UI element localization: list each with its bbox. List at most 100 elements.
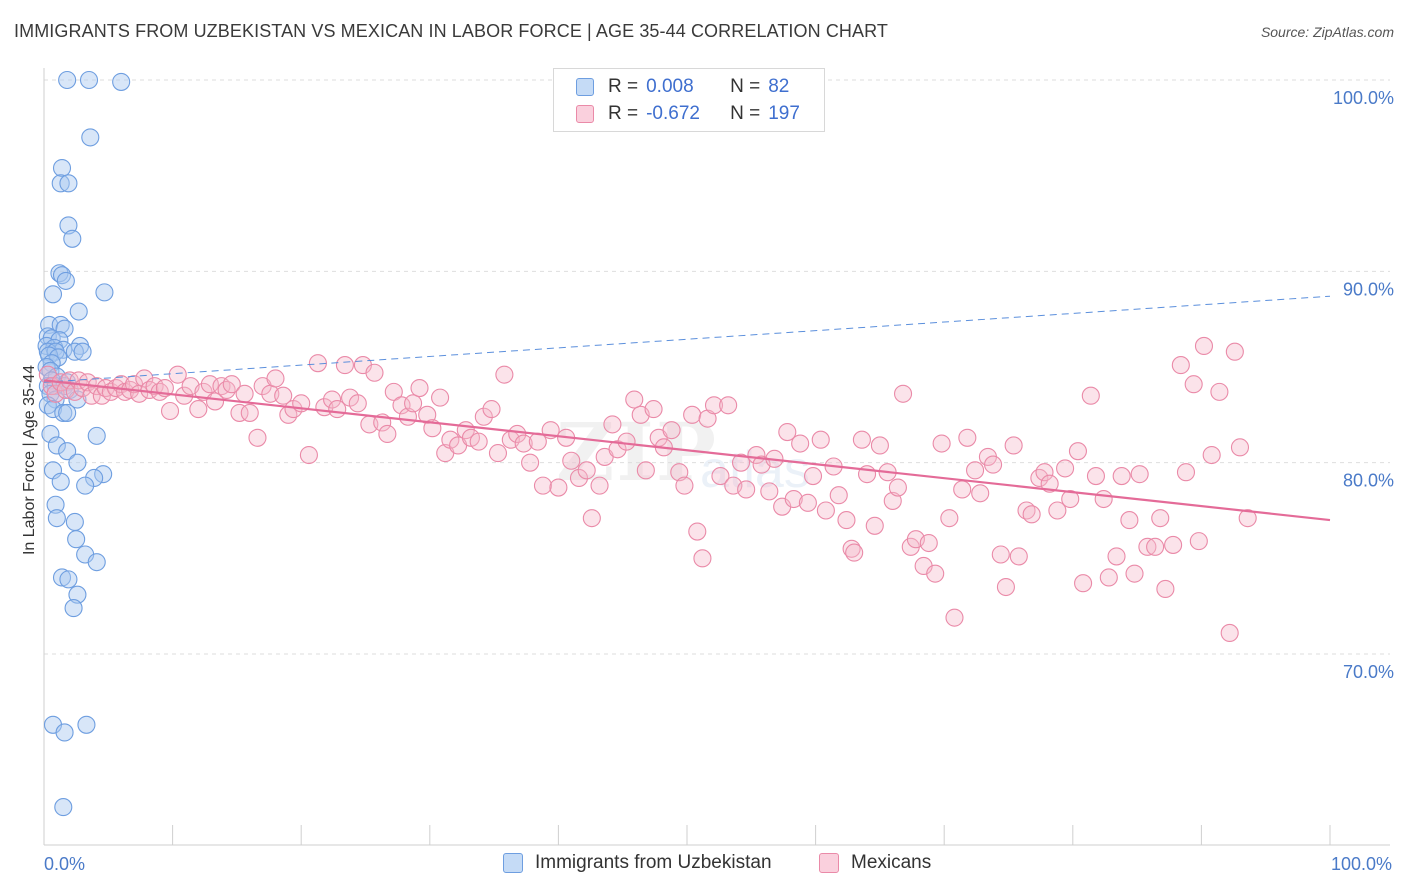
point-mexican: [865, 516, 884, 535]
point-mexican: [404, 394, 423, 413]
point-mexican: [1225, 342, 1244, 361]
y-tick-label: 70.0%: [1343, 662, 1394, 682]
point-mexican: [603, 415, 622, 434]
point-mexican: [932, 434, 951, 453]
point-mexican: [230, 403, 249, 422]
point-uzbekistan: [54, 798, 73, 817]
chart-title: IMMIGRANTS FROM UZBEKISTAN VS MEXICAN IN…: [14, 21, 889, 41]
x-tick-label: 0.0%: [44, 854, 85, 874]
point-mexican: [688, 522, 707, 541]
point-mexican: [1009, 547, 1028, 566]
point-uzbekistan: [46, 495, 65, 514]
legend-r-label: R =: [608, 103, 639, 124]
point-mexican: [693, 549, 712, 568]
point-mexican: [200, 375, 219, 394]
legend-n-label: N =: [730, 76, 761, 97]
point-mexican: [274, 386, 293, 405]
point-mexican: [883, 491, 902, 510]
point-mexican: [323, 390, 342, 409]
point-mexican: [1202, 445, 1221, 465]
point-mexican: [266, 369, 285, 388]
point-mexican: [870, 436, 889, 455]
point-mexican: [811, 430, 830, 449]
point-mexican: [168, 365, 187, 384]
point-mexican: [1086, 467, 1105, 486]
point-mexican: [1176, 463, 1196, 482]
point-uzbekistan: [81, 128, 100, 147]
point-mexican: [996, 577, 1015, 597]
point-uzbekistan: [41, 384, 60, 403]
legend-swatch-uzbekistan: [503, 853, 523, 873]
point-uzbekistan: [68, 453, 87, 472]
legend-label-uzbekistan: Immigrants from Uzbekistan: [535, 852, 772, 873]
point-mexican: [1151, 509, 1170, 528]
point-mexican: [683, 405, 702, 424]
point-mexican: [984, 455, 1003, 474]
point-uzbekistan: [73, 342, 92, 361]
point-mexican: [514, 434, 533, 453]
point-mexican: [194, 382, 213, 401]
stats-legend: R = 0.008 N = 82 R = -0.672 N = 197: [553, 68, 825, 132]
legend-label-mexicans: Mexicans: [851, 852, 932, 873]
point-mexican: [829, 486, 848, 505]
point-mexican: [418, 405, 437, 424]
point-mexican: [926, 564, 945, 583]
legend-item-uzbekistan[interactable]: Immigrants from Uzbekistan: [503, 852, 772, 874]
point-uzbekistan: [58, 70, 77, 90]
point-mexican: [888, 478, 907, 497]
point-mexican: [495, 365, 514, 384]
legend-r-label: R =: [608, 76, 639, 97]
point-uzbekistan: [95, 283, 114, 302]
point-mexican: [392, 396, 411, 415]
point-mexican: [431, 388, 450, 407]
point-mexican: [562, 451, 581, 470]
point-mexican: [1094, 489, 1113, 509]
point-uzbekistan: [52, 158, 72, 178]
point-mexican: [488, 444, 508, 463]
point-mexican: [1164, 535, 1183, 554]
point-uzbekistan: [112, 72, 131, 91]
point-mexican: [217, 380, 236, 400]
point-mexican: [1004, 436, 1023, 455]
point-mexican: [966, 461, 985, 480]
watermark-zip: ZIP: [556, 405, 718, 499]
point-mexican: [1120, 511, 1139, 530]
point-mexican: [365, 363, 384, 382]
point-mexican: [1184, 375, 1203, 394]
point-mexican: [1194, 336, 1214, 356]
point-uzbekistan: [59, 174, 78, 193]
point-mexican: [248, 428, 267, 447]
point-uzbekistan: [51, 472, 70, 491]
point-uzbekistan: [59, 570, 78, 589]
point-mexican: [205, 392, 225, 411]
point-uzbekistan: [58, 403, 77, 422]
legend-swatch-uzbekistan: [576, 78, 594, 96]
point-mexican: [508, 424, 527, 444]
point-mexican: [803, 467, 823, 486]
point-uzbekistan: [56, 271, 75, 290]
point-mexican: [577, 461, 596, 480]
point-mexican: [189, 400, 208, 419]
point-mexican: [1035, 463, 1054, 482]
point-mexican: [82, 386, 101, 405]
point-mexican: [1210, 382, 1229, 401]
legend-r-value: 0.008: [646, 76, 694, 97]
point-mexican: [816, 501, 835, 520]
point-uzbekistan: [58, 442, 77, 461]
point-mexican: [222, 375, 241, 394]
point-mexican: [798, 493, 817, 512]
point-mexican: [731, 453, 751, 472]
legend-item-mexicans[interactable]: Mexicans: [819, 852, 931, 874]
point-mexican: [940, 509, 959, 528]
point-mexican: [1022, 505, 1041, 524]
point-mexican: [1040, 474, 1059, 493]
point-mexican: [299, 445, 318, 465]
legend-n-value: 197: [768, 103, 800, 124]
point-uzbekistan: [59, 216, 78, 235]
point-mexican: [335, 356, 354, 375]
point-mexican: [893, 384, 913, 403]
point-mexican: [662, 421, 681, 440]
point-mexican: [719, 396, 738, 415]
point-mexican: [1048, 501, 1067, 520]
point-uzbekistan: [55, 319, 74, 338]
